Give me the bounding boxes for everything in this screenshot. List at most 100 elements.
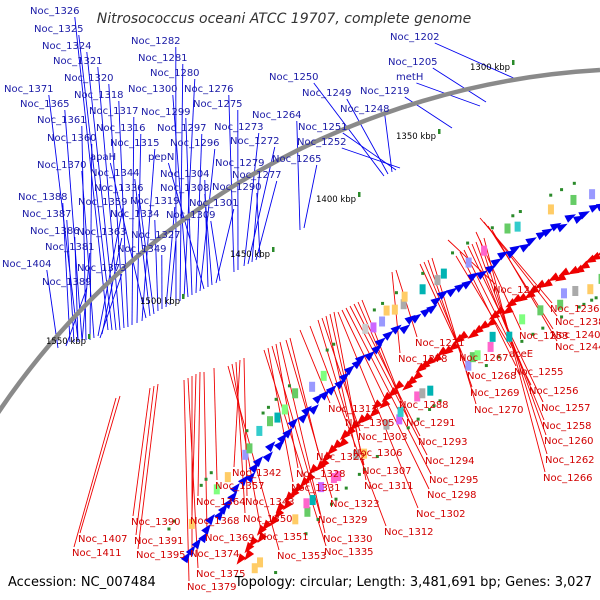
reverse-gene-arrow [274,507,285,520]
marker-dot [304,532,308,536]
gene-connector [419,263,462,353]
accession-text: Accession: NC_007484 [8,575,156,590]
feature-block [401,291,408,302]
forward-gene-arrow [245,472,256,484]
gene-label: Noc_1342 [232,468,282,479]
feature-block [292,388,299,399]
feature-block [434,275,441,286]
gene-label: Noc_1318 [74,90,124,101]
gene-label: Noc_1268 [467,371,517,382]
feature-block [188,518,195,529]
marker-dot [594,296,598,300]
gene-connector [321,317,361,432]
feature-block [598,273,600,284]
gene-connector [243,132,260,267]
gene-label: Noc_1325 [34,24,84,35]
marker-dot [334,497,338,501]
gene-label: Noc_1349 [117,244,167,255]
feature-block [474,350,481,361]
reverse-gene-arrow [308,463,320,475]
forward-gene-arrow [198,531,209,544]
gene-connector [135,385,155,536]
gene-label: Noc_1219 [360,86,410,97]
gene-label: Noc_1253 [519,331,569,342]
marker-dot [590,298,594,302]
gene-connector [183,379,190,582]
reverse-gene-arrow [356,414,368,425]
gene-label: Noc_1266 [543,473,593,484]
kbp-tick-mark [182,294,185,299]
gene-connector [491,229,558,342]
forward-gene-arrow [262,451,273,463]
feature-block [242,449,249,460]
gene-label: Noc_1309 [166,210,216,221]
gene-label: Noc_1302 [416,509,466,520]
gene-label: Noc_1316 [96,123,146,134]
gene-connector [169,240,177,306]
gene-label: Noc_1256 [529,386,579,397]
gene-label: Noc_1368 [190,516,240,527]
gene-label: Noc_1307 [362,466,412,477]
gene-label: Noc_1329 [318,515,368,526]
kbp-tick-label: 1450 kbp [230,250,270,260]
feature-block [318,482,325,493]
forward-gene-arrow [461,280,473,290]
gene-connector [165,206,176,308]
gene-label: Noc_1322 [316,452,366,463]
genome-backbone [0,67,600,415]
feature-block [256,425,263,436]
gene-label: Noc_1335 [324,547,374,558]
kbp-tick-label: 1550 kbp [46,337,86,347]
feature-block [304,506,311,517]
gene-connector [108,83,125,329]
gene-label: Noc_1298 [427,490,477,501]
gene-label: Noc_1260 [544,436,594,447]
gene-label: Noc_1373 [77,263,127,274]
gene-connector [74,236,79,343]
gene-connector [154,219,159,312]
gene-label: Noc_1395 [136,550,186,561]
gene-label: Noc_1308 [160,183,210,194]
gene-connector [256,192,261,259]
feature-block [379,316,386,327]
gene-connector [137,383,159,550]
gene-connector [434,42,519,81]
gene-connector [357,301,409,418]
gene-connector [227,365,280,551]
gene-label: Noc_1252 [297,137,347,148]
gene-label: Noc_1282 [131,36,181,47]
gene-label: Noc_1327 [131,230,181,241]
gene-connector [179,63,184,302]
marker-dot [560,188,564,192]
gene-connector [423,261,470,371]
forward-feature-track [167,181,600,564]
gene-connector [78,34,113,331]
gene-label: Noc_1238 [555,317,600,328]
reverse-gene-arrow [558,267,570,277]
feature-block [560,288,567,299]
forward-gene-arrow [437,290,449,300]
gene-label: Noc_1324 [42,41,92,52]
gene-connector [136,133,142,324]
gene-connector [97,207,124,337]
marker-dot [582,302,586,306]
reverse-gene-arrow [472,324,484,335]
kbp-tick-label: 1300 kbp [470,63,510,73]
gene-connector [285,339,333,499]
kbp-tick-mark [512,60,515,65]
gene-label: Noc_1299 [141,107,191,118]
feature-block [440,268,447,279]
gene-label: Noc_1319 [130,196,180,207]
marker-dot [209,471,213,475]
gene-label: Noc_1364 [196,497,246,508]
gene-connector [195,133,203,294]
gene-connector [337,311,419,509]
gene-connector [345,307,432,475]
gene-connector [479,239,548,455]
gene-label: Noc_1331 [291,483,341,494]
gene-connector [62,202,71,343]
kbp-tick-label: 1350 kbp [396,132,436,142]
marker-dot [520,339,524,343]
gene-label: Noc_1359 [78,197,128,208]
